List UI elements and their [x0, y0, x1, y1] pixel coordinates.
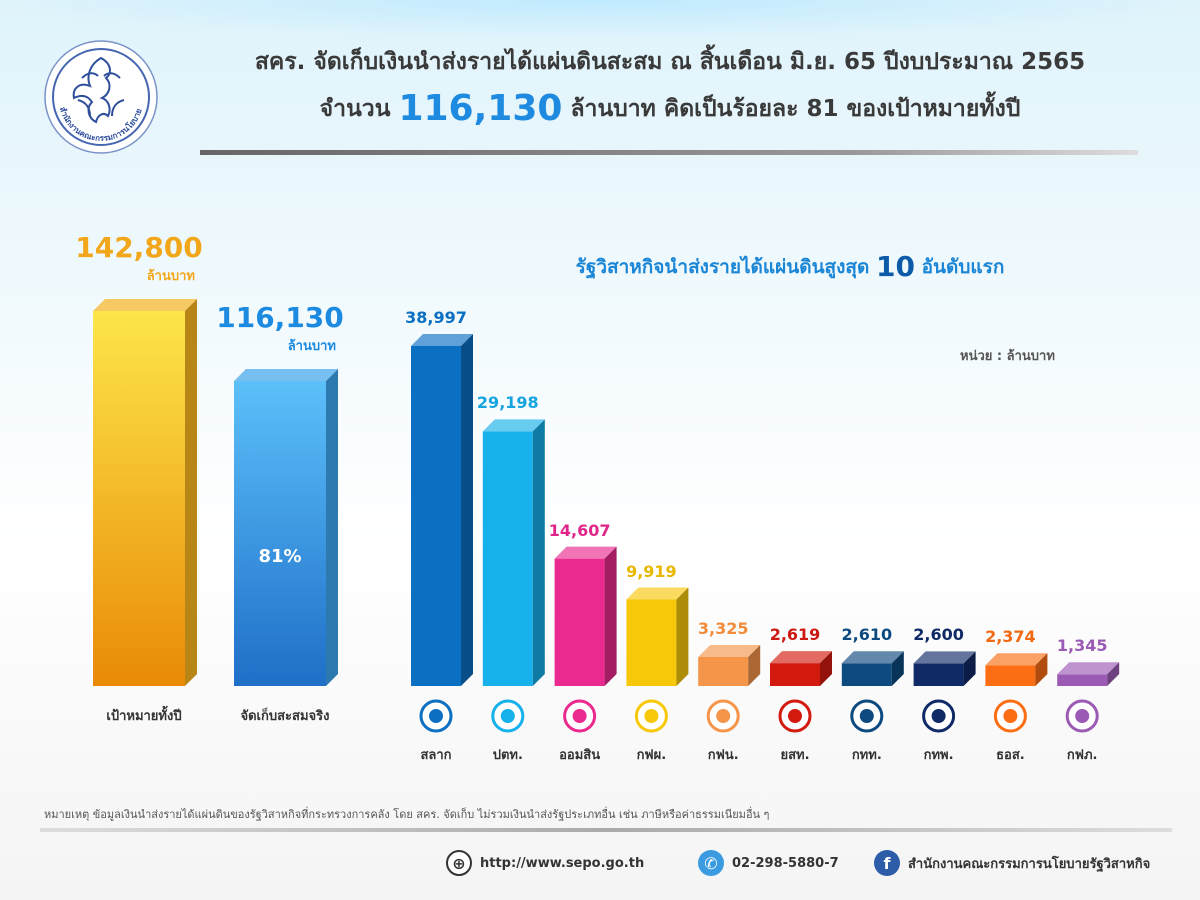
top10-category-5: ยสท. [780, 748, 810, 763]
title-line-2-suffix: ล้านบาท คิดเป็นร้อยละ 81 ของเป้าหมายทั้ง… [570, 96, 1021, 122]
summary-value-0: 142,800 [75, 231, 203, 264]
summary-unit-1: ล้านบาท [287, 339, 336, 355]
top10-bar-4-side [748, 645, 761, 686]
summary-value-1: 116,130 [216, 301, 344, 335]
title-line-2: จำนวน 116,130 ล้านบาท คิดเป็นร้อยละ 81 ข… [170, 88, 1170, 129]
top10-bar-5-side [820, 651, 832, 686]
summary-bar-1-front [234, 381, 326, 686]
top10-value-3: 9,919 [626, 561, 677, 581]
footer-website[interactable]: ⊕ http://www.sepo.go.th [446, 848, 644, 878]
top10-bar-3-front [626, 599, 677, 686]
summary-category-1: จัดเก็บสะสมจริง [240, 709, 330, 724]
top10-bar-1-top [482, 419, 545, 432]
top10-logo-center-7 [931, 709, 946, 723]
footer-phone[interactable]: ✆ 02-298-5880-7 [698, 848, 839, 878]
top10-category-2: ออมสิน [559, 748, 601, 763]
top10-category-7: กทพ. [923, 748, 954, 763]
top10-bar-0-front [411, 346, 461, 686]
footer-facebook[interactable]: f สำนักงานคณะกรรมการนโยบายรัฐวิสาหกิจ [874, 848, 1150, 878]
top10-bar-5-front [770, 663, 820, 686]
top10-value-1: 29,198 [476, 393, 539, 413]
top10-chart-title: รัฐวิสาหกิจนำส่งรายได้แผ่นดินสูงสุด 10 อ… [500, 250, 1080, 283]
top10-bar-9-top [1057, 662, 1120, 675]
title-line-2-prefix: จำนวน [319, 96, 391, 122]
top10-bar-4-top [698, 645, 761, 658]
top10-bar-7-top [913, 651, 976, 664]
top10-value-0: 38,997 [405, 308, 467, 327]
top-glow [0, 0, 1200, 40]
top10-logo-center-3 [644, 709, 659, 723]
top10-title-suffix: อันดับแรก [921, 256, 1005, 278]
top10-logo-center-0 [429, 709, 443, 723]
summary-percent-label: 81% [258, 546, 302, 567]
summary-bar-0-front [93, 311, 185, 686]
summary-bar-0-top [93, 299, 197, 311]
top10-category-6: กทท. [851, 748, 882, 763]
top10-bar-1-side [532, 419, 545, 686]
globe-icon: ⊕ [446, 850, 472, 876]
facebook-text: สำนักงานคณะกรรมการนโยบายรัฐวิสาหกิจ [908, 856, 1151, 872]
top10-category-3: กฟผ. [636, 748, 667, 763]
top10-value-9: 1,345 [1056, 636, 1108, 656]
top10-bar-0-side [461, 334, 473, 686]
top10-category-1: ปตท. [492, 748, 523, 763]
top10-bar-2-front [554, 558, 605, 686]
summary-bar-1-side [326, 369, 338, 686]
top10-bar-1-front [482, 431, 533, 686]
unit-note: หน่วย : ล้านบาท [960, 349, 1055, 364]
top10-logo-center-2 [572, 709, 587, 723]
top10-bar-8-top [985, 653, 1048, 666]
top10-logo-center-5 [788, 709, 802, 723]
top10-bar-7-front [913, 663, 964, 686]
top10-value-7: 2,600 [913, 625, 964, 645]
top10-bar-9-front [1057, 674, 1108, 686]
facebook-icon: f [874, 850, 900, 876]
top10-bar-3-side [676, 587, 689, 686]
top10-logo-center-1 [500, 709, 515, 723]
top10-bar-6-side [891, 651, 904, 686]
top10-bar-7-side [963, 651, 976, 686]
summary-unit-0: ล้านบาท [146, 269, 195, 284]
top10-bar-8-side [1035, 653, 1048, 686]
top10-logo-center-9 [1075, 709, 1090, 723]
title-line-1: สคร. จัดเก็บเงินนำส่งรายได้แผ่นดินสะสม ณ… [254, 49, 1086, 75]
top10-value-6: 2,610 [841, 625, 893, 645]
top10-bar-2-side [604, 546, 617, 686]
header-divider [200, 150, 1138, 155]
top10-bar-4-front [698, 657, 749, 686]
top10-bar-6-top [841, 651, 904, 664]
summary-bar-1-top [234, 369, 338, 382]
top10-logo-center-4 [716, 709, 731, 723]
top10-bar-2-top [554, 546, 617, 559]
phone-icon: ✆ [698, 850, 724, 876]
top10-title-number: 10 [876, 250, 915, 283]
top10-value-5: 2,619 [769, 625, 821, 645]
summary-category-0: เป้าหมายทั้งปี [106, 709, 182, 724]
summary-bar-0-side [185, 299, 197, 686]
top10-category-8: ธอส. [996, 748, 1025, 763]
top10-logo-center-6 [859, 709, 874, 723]
top10-bar-9-side [1107, 662, 1120, 686]
website-text: http://www.sepo.go.th [480, 855, 645, 871]
top10-bar-0-top [411, 334, 473, 346]
sepo-logo: สำนักงานคณะกรรมการนโยบายรัฐวิสาหกิจ [42, 38, 158, 154]
top10-category-9: กฟภ. [1066, 748, 1098, 763]
top10-value-4: 3,325 [697, 619, 749, 638]
top10-category-0: สลาก [420, 748, 452, 763]
top10-title-prefix: รัฐวิสาหกิจนำส่งรายได้แผ่นดินสูงสุด [575, 256, 870, 278]
top10-value-8: 2,374 [985, 627, 1036, 647]
top10-category-4: กฟน. [707, 748, 739, 763]
top10-bar-3-top [626, 587, 689, 600]
top10-bar-5-top [770, 651, 832, 664]
phone-text: 02-298-5880-7 [732, 855, 839, 871]
top10-bar-8-front [985, 665, 1036, 686]
title-line-2-amount: 116,130 [398, 88, 563, 129]
footer-divider [40, 828, 1172, 832]
top10-bar-6-front [841, 663, 892, 686]
top10-logo-center-8 [1003, 709, 1018, 723]
top10-value-2: 14,607 [548, 520, 611, 540]
footnote: หมายเหตุ ข้อมูลเงินนำส่งรายได้แผ่นดินของ… [44, 808, 770, 821]
